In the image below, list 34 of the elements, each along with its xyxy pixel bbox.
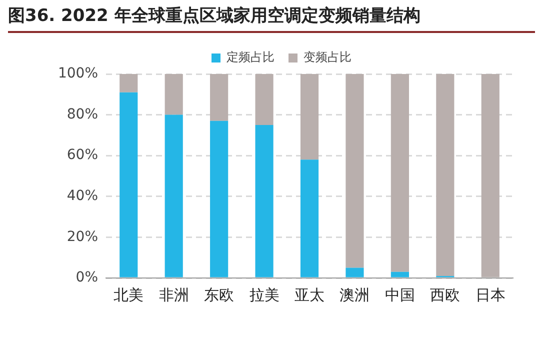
x-tick-label: 东欧 [204, 286, 234, 304]
bar [481, 74, 500, 278]
bar [300, 74, 319, 160]
x-tick-label: 日本 [475, 286, 506, 304]
x-tick-label: 北美 [114, 286, 144, 304]
x-tick-label: 亚太 [294, 286, 325, 304]
chart-title: 图36. 2022 年全球重点区域家用空调定变频销量结构 [8, 4, 535, 33]
bar [210, 74, 228, 121]
bar [120, 74, 138, 92]
y-tick-label: 20% [66, 228, 98, 245]
bar [255, 125, 274, 278]
bar [390, 272, 409, 278]
y-tick-label: 80% [66, 106, 98, 122]
y-tick-label: 40% [66, 188, 98, 204]
bar [120, 92, 138, 278]
bar [390, 74, 409, 272]
x-tick-label: 西欧 [430, 286, 460, 304]
bar [346, 268, 364, 278]
y-tick-label: 100% [58, 66, 98, 82]
legend-label: 变频占比 [304, 50, 352, 64]
x-tick-label: 中国 [384, 286, 415, 304]
bar [436, 74, 454, 276]
x-tick-label: 拉美 [249, 286, 280, 304]
legend-label: 定频占比 [226, 50, 274, 64]
y-tick-label: 60% [66, 147, 98, 164]
bar [210, 120, 228, 278]
y-tick-label: 0% [76, 270, 98, 286]
bar [255, 74, 274, 125]
bar [164, 114, 183, 278]
bar [346, 74, 364, 268]
x-tick-label: 非洲 [158, 286, 189, 304]
x-tick-label: 澳洲 [340, 286, 370, 304]
bar [164, 74, 183, 115]
bar [300, 160, 319, 278]
